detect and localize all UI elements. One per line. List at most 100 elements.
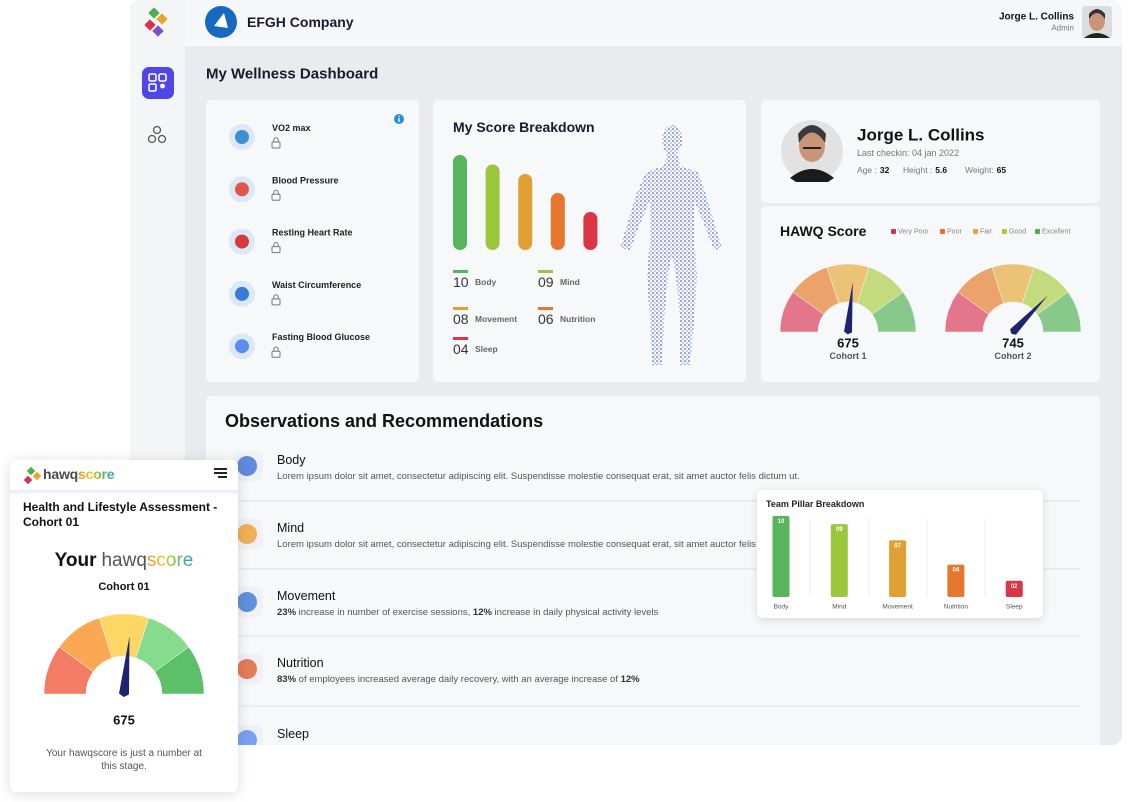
heading-part: Your	[54, 550, 97, 571]
team-category: Mind	[832, 604, 846, 611]
company-logo-mark	[214, 13, 228, 28]
metric-icon-core	[235, 339, 249, 354]
team-bar	[830, 524, 848, 597]
last-checkin: Last checkin: 04 jan 2022	[857, 148, 959, 158]
mobile-caption: Your hawqscore is just a number at this …	[46, 748, 202, 772]
mobile-logo	[23, 466, 42, 485]
obs-text-part: 12%	[473, 607, 493, 618]
card-title: Observations and Recommendations	[225, 411, 543, 431]
score-bar	[583, 212, 598, 250]
nav-icon[interactable]	[147, 134, 157, 144]
observations-card	[206, 396, 1100, 745]
metrics-list: VO2 max Blood Pressure Resting Heart Rate W…	[229, 123, 370, 360]
team-bar-label: 10	[778, 519, 785, 525]
gauge-segment	[1036, 291, 1082, 333]
company-name: EFGH Company	[247, 14, 354, 30]
legend-label: Poor	[947, 229, 962, 236]
figure-body	[620, 154, 722, 365]
avatar-hair[interactable]	[1089, 9, 1105, 19]
obs-text-part: increase in daily physical activity leve…	[492, 607, 659, 618]
obs-text: 23% increase in number of exercise sessi…	[277, 607, 658, 618]
nav-icon[interactable]	[152, 125, 162, 135]
obs-icon	[237, 456, 257, 476]
team-bar	[772, 516, 790, 597]
menu-line[interactable]	[218, 476, 227, 478]
obs-title: Movement	[277, 589, 336, 603]
metric-name: Waist Circumference	[272, 280, 361, 290]
info-icon-mark[interactable]	[398, 115, 400, 118]
menu-line[interactable]	[214, 468, 227, 470]
score-value: 06	[538, 311, 554, 327]
metric-name: VO2 max	[272, 123, 311, 133]
legend-swatch	[453, 270, 468, 273]
profile-stats: Age :32 Height :5.6 Weight: 65	[857, 165, 1006, 175]
nav-icon[interactable]	[160, 83, 165, 89]
nav-icon[interactable]	[148, 73, 157, 82]
lock-shackle	[273, 346, 279, 352]
profile-stat: Age :32	[857, 165, 890, 175]
obs-text-part: Lorem ipsum dolor sit amet, consectetur …	[277, 539, 800, 550]
brand: hawqscore	[43, 466, 115, 482]
score-category: Sleep	[475, 344, 498, 354]
nav-icon[interactable]	[157, 134, 167, 144]
card-title: Team Pillar Breakdown	[766, 499, 864, 509]
app-frame: EFGH Company Jorge L. Collins Admin My W…	[130, 0, 1122, 745]
team-bar-label: 09	[836, 527, 843, 533]
mobile-card: hawqscore 675 Health and Lifestyle Asses…	[10, 460, 238, 792]
profile-stat: Height :5.6	[903, 165, 947, 175]
card-title: My Score Breakdown	[453, 119, 595, 135]
team-pillar-chart: 10 Body 09 Mind 07 Movement 04 Nutrition 02 Sleep	[772, 516, 1023, 611]
lock-icon	[271, 350, 281, 358]
lock-icon	[271, 246, 281, 254]
gauge-needle	[1010, 295, 1048, 335]
nav-icon[interactable]	[148, 83, 157, 92]
mobile-heading: Your hawqscore	[10, 550, 238, 572]
metric-icon-core	[235, 234, 249, 249]
legend-swatch	[538, 270, 553, 273]
legend-label: Good	[1009, 229, 1026, 236]
team-nav-button[interactable]	[147, 125, 167, 144]
team-bar-label: 04	[953, 568, 960, 574]
team-category: Nutrition	[944, 604, 969, 611]
score-category: Mind	[560, 277, 580, 287]
logo-piece	[23, 475, 33, 485]
team-category: Movement	[882, 604, 913, 611]
nav-icon[interactable]	[158, 73, 167, 82]
team-bar-label: 02	[1011, 584, 1018, 590]
user-avatar[interactable]	[1082, 6, 1112, 38]
stat-value: 32	[880, 165, 890, 175]
nav-button-bg[interactable]	[142, 67, 174, 99]
legend-swatch	[940, 229, 945, 234]
avatar-face[interactable]	[1089, 11, 1105, 31]
body-figure	[620, 125, 722, 365]
obs-text-part: increase in number of exercise sessions,	[296, 607, 473, 618]
menu-line[interactable]	[214, 472, 227, 474]
stat-label: Weight:	[965, 165, 994, 175]
figure-head	[662, 125, 682, 155]
metric-icon-core	[235, 286, 249, 301]
mobile-cohort: Cohort 01	[98, 581, 150, 593]
legend-label: Fair	[980, 229, 993, 236]
obs-title: Mind	[277, 521, 304, 535]
legend-swatch	[1035, 229, 1040, 234]
dashboard-nav-button[interactable]	[142, 67, 174, 99]
lock-icon	[271, 141, 281, 149]
obs-icon	[237, 730, 257, 745]
profile-photo	[781, 120, 843, 182]
observations-list: Body Lorem ipsum dolor sit amet, consecte…	[233, 451, 1080, 745]
hawq-gauges: Very Poor Poor Fair Good Excellent675Cohort …	[779, 229, 1082, 361]
team-category: Body	[774, 604, 790, 611]
score-value: 09	[538, 274, 554, 290]
team-category: Sleep	[1006, 604, 1023, 611]
menu-button[interactable]	[214, 466, 230, 480]
legend-swatch	[1002, 229, 1007, 234]
info-icon-mark[interactable]	[398, 118, 400, 122]
avatar-body[interactable]	[1084, 33, 1110, 38]
stat-value: 5.6	[935, 165, 947, 175]
profile-stat: Weight: 65	[965, 165, 1006, 175]
legend-swatch	[453, 337, 468, 340]
team-bar	[947, 564, 965, 597]
mobile-header: hawqscore	[10, 460, 238, 490]
